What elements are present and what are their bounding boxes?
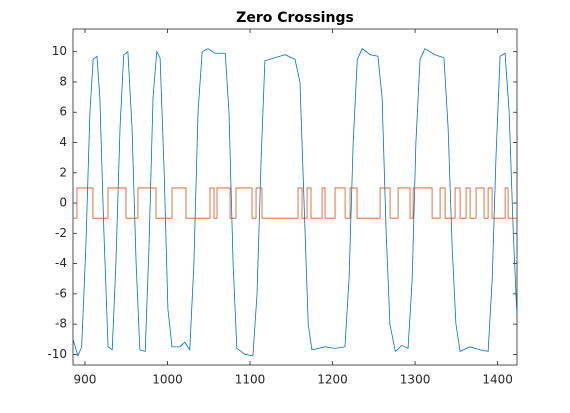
y-tick-label: 2	[59, 165, 67, 179]
y-tick-label: 4	[59, 135, 67, 149]
y-tick-label: 8	[59, 74, 67, 88]
y-tick-label: -8	[55, 317, 67, 331]
y-tick-label: -4	[55, 256, 67, 270]
chart-title: Zero Crossings	[236, 10, 354, 26]
x-tick-label: 1300	[400, 373, 431, 387]
x-tick-label: 1200	[317, 373, 348, 387]
series-line	[73, 187, 517, 219]
y-tick-label: -6	[55, 286, 67, 300]
x-tick-label: 900	[74, 373, 97, 387]
y-tick-label: 6	[59, 105, 67, 119]
x-tick-label: 1000	[152, 373, 183, 387]
y-tick-label: 0	[59, 196, 67, 210]
x-tick-label: 1100	[235, 373, 266, 387]
y-tick-label: -10	[47, 347, 67, 361]
x-tick-label: 1400	[482, 373, 513, 387]
y-tick-label: 10	[52, 44, 67, 58]
series-line	[73, 48, 517, 358]
y-tick-label: -2	[55, 226, 67, 240]
